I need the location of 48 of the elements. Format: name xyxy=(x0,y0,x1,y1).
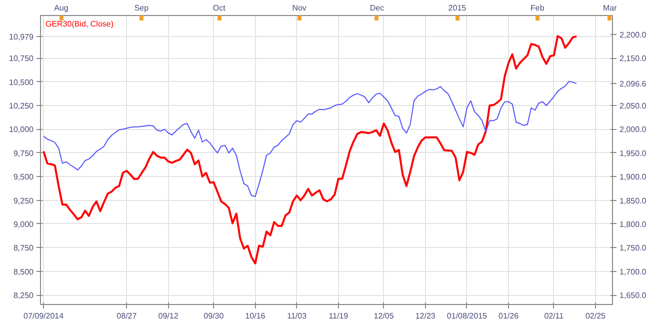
y2-tick-label: 1,850.0 xyxy=(620,196,647,206)
y-tick-label: 8,500 xyxy=(13,267,34,276)
x-tick-label: 02/11 xyxy=(544,312,564,320)
y2-tick-label: 1,750.0 xyxy=(620,244,647,253)
line-series xyxy=(43,80,578,197)
x-tick-label: 08/27 xyxy=(116,312,138,320)
y-tick-label: 10,500 xyxy=(9,78,34,87)
y2-tick-label: 1,700.0 xyxy=(620,267,647,276)
x2-tick-label: Oct xyxy=(212,4,226,12)
x2-tick-label: Feb xyxy=(530,4,545,12)
x-tick-label: 11/19 xyxy=(328,312,349,320)
y-tick-label: 9,250 xyxy=(13,196,34,206)
y2-tick-label: 2,000.0 xyxy=(620,125,647,134)
x2-tick-label: Mar xyxy=(603,4,618,12)
y2-tick-label: 1,800.0 xyxy=(620,220,647,229)
x2-tick-label: Sep xyxy=(134,4,150,12)
y-tick-label: 9,500 xyxy=(13,172,34,182)
y2-tick-label: 2,050.0 xyxy=(620,102,647,111)
y2-tick-label: 1,900.0 xyxy=(620,172,647,182)
x-tick-label: 11/03 xyxy=(287,312,308,320)
x2-tick-label: Dec xyxy=(370,4,384,12)
y-tick-label: 10,000 xyxy=(9,125,34,134)
x-tick-label: 01/26 xyxy=(498,312,520,320)
x-tick-label: 07/09/2014 xyxy=(24,312,64,320)
line-series xyxy=(42,35,578,264)
x-tick-label: 09/30 xyxy=(204,312,224,320)
y-tick-label: 9,000 xyxy=(13,220,34,229)
y-tick-label: 10,979 xyxy=(9,32,34,42)
y-tick-label: 10,250 xyxy=(9,102,34,111)
y2-tick-label: 2,150.0 xyxy=(620,54,647,64)
y-tick-label: 8,750 xyxy=(13,244,34,253)
y2-tick-label: 1,650.0 xyxy=(620,291,647,300)
x-tick-label: 01/08/2015 xyxy=(446,312,488,320)
y2-tick-label: 2,200.0 xyxy=(620,30,647,40)
x2-tick-label: Aug xyxy=(54,4,68,12)
x2-tick-label: Nov xyxy=(292,4,306,12)
y2-tick-label: 1,950.0 xyxy=(620,148,647,158)
y-tick-label: 8,250 xyxy=(13,291,34,300)
x-tick-label: 02/25 xyxy=(585,312,606,320)
x-tick-label: 12/23 xyxy=(415,312,436,320)
x-tick-label: 12/05 xyxy=(374,312,394,320)
y-tick-label: 10,750 xyxy=(9,54,34,64)
y2-tick-label: 2,096.6 xyxy=(620,79,647,88)
x-tick-label: 09/12 xyxy=(158,312,179,320)
x2-tick-label: 2015 xyxy=(448,4,467,12)
x-tick-label: 10/16 xyxy=(245,312,266,320)
text: GER30(Bid, Close) xyxy=(46,20,114,28)
y-tick-label: 9,750 xyxy=(13,148,34,158)
